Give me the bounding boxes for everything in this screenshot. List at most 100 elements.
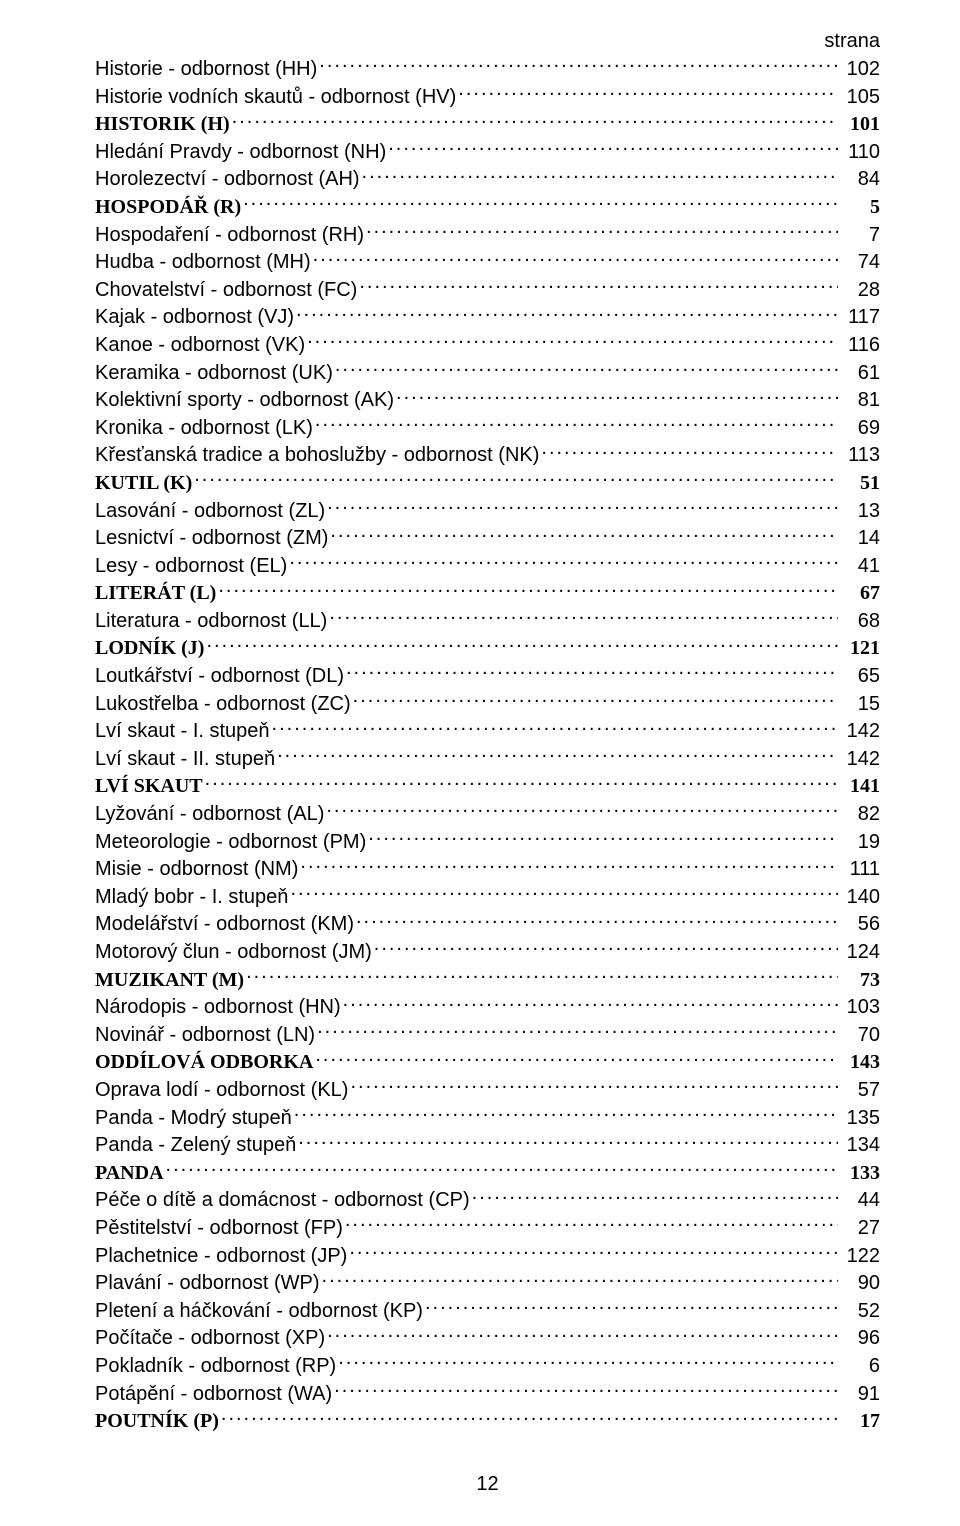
toc-entry-page: 65 bbox=[840, 664, 880, 690]
toc-entry: Modelářství - odbornost (KM)56 bbox=[95, 910, 880, 938]
toc-entry-leader bbox=[362, 165, 838, 185]
toc-entry: Mladý bobr - I. stupeň140 bbox=[95, 883, 880, 911]
toc-entry-leader bbox=[313, 248, 838, 268]
toc-entry: Lesnictví - odbornost (ZM)14 bbox=[95, 524, 880, 552]
toc-entry: ODDÍLOVÁ ODBORKA143 bbox=[95, 1048, 880, 1076]
toc-entry-label: Panda - Modrý stupeň bbox=[95, 1106, 292, 1132]
toc-entry-page: 143 bbox=[840, 1050, 880, 1076]
toc-entry-label: Hudba - odbornost (MH) bbox=[95, 250, 311, 276]
toc-entry-page: 15 bbox=[840, 692, 880, 718]
toc-entry-page: 102 bbox=[840, 57, 880, 83]
toc-entry-leader bbox=[359, 276, 838, 296]
toc-entry-leader bbox=[346, 662, 838, 682]
toc-entry: Loutkářství - odbornost (DL)65 bbox=[95, 662, 880, 690]
toc-entry-label: Lyžování - odbornost (AL) bbox=[95, 802, 324, 828]
toc-entry-page: 135 bbox=[840, 1106, 880, 1132]
toc-entry-label: KUTIL (K) bbox=[95, 471, 192, 497]
toc-entry: Meteorologie - odbornost (PM)19 bbox=[95, 828, 880, 856]
toc-entry-page: 5 bbox=[840, 195, 880, 221]
toc-entry-label: POUTNÍK (P) bbox=[95, 1409, 219, 1435]
toc-entry-leader bbox=[353, 690, 838, 710]
toc-entry: Hledání Pravdy - odbornost (NH)110 bbox=[95, 138, 880, 166]
toc-entry-leader bbox=[272, 717, 838, 737]
toc-entry-leader bbox=[425, 1297, 838, 1317]
toc-entry-leader bbox=[327, 1324, 838, 1344]
toc-entry-leader bbox=[319, 55, 838, 75]
toc-entry-label: Kronika - odbornost (LK) bbox=[95, 416, 313, 442]
toc-entry-label: Historie vodních skautů - odbornost (HV) bbox=[95, 85, 456, 111]
toc-entry-page: 51 bbox=[840, 471, 880, 497]
toc-entry: Lesy - odbornost (EL)41 bbox=[95, 552, 880, 580]
toc-entry: PANDA133 bbox=[95, 1159, 880, 1187]
toc-entry: Křesťanská tradice a bohoslužby - odborn… bbox=[95, 441, 880, 469]
toc-entry-leader bbox=[356, 910, 838, 930]
toc-entry: Lví skaut - I. stupeň142 bbox=[95, 717, 880, 745]
toc-entry-page: 117 bbox=[840, 305, 880, 331]
toc-entry: Kajak - odbornost (VJ) 117 bbox=[95, 303, 880, 331]
toc-entry-page: 27 bbox=[840, 1216, 880, 1242]
toc-entry-label: Chovatelství - odbornost (FC) bbox=[95, 278, 357, 304]
toc-entry-page: 121 bbox=[840, 636, 880, 662]
toc-entry-leader bbox=[289, 552, 838, 572]
toc-entry: Panda - Modrý stupeň 135 bbox=[95, 1104, 880, 1132]
toc-entry: Kolektivní sporty - odbornost (AK)81 bbox=[95, 386, 880, 414]
toc-entry-leader bbox=[232, 110, 838, 130]
toc-entry-label: Lukostřelba - odbornost (ZC) bbox=[95, 692, 351, 718]
toc-entry-label: Novinář - odbornost (LN) bbox=[95, 1023, 315, 1049]
toc-entry-page: 13 bbox=[840, 499, 880, 525]
toc-entry-page: 142 bbox=[840, 719, 880, 745]
toc-entry-page: 28 bbox=[840, 278, 880, 304]
toc-entry-leader bbox=[300, 855, 838, 875]
toc-entry-label: Lasování - odbornost (ZL) bbox=[95, 499, 325, 525]
toc-entry-leader bbox=[277, 745, 838, 765]
toc-entry-leader bbox=[206, 634, 838, 654]
toc-entry-label: HISTORIK (H) bbox=[95, 112, 230, 138]
toc-entry-leader bbox=[296, 303, 838, 323]
toc-entry-label: Hospodaření - odbornost (RH) bbox=[95, 223, 364, 249]
toc-entry: Kanoe - odbornost (VK)116 bbox=[95, 331, 880, 359]
toc-entry-leader bbox=[330, 524, 838, 544]
toc-entry: Počítače - odbornost (XP)96 bbox=[95, 1324, 880, 1352]
toc-entry-page: 111 bbox=[840, 857, 880, 883]
page-number: 12 bbox=[95, 1473, 880, 1496]
toc-entry-leader bbox=[166, 1159, 838, 1179]
toc-entry: Lví skaut - II. stupeň142 bbox=[95, 745, 880, 773]
toc-entry-label: Kolektivní sporty - odbornost (AK) bbox=[95, 388, 394, 414]
toc-entry-leader bbox=[315, 1048, 838, 1068]
toc-entry-leader bbox=[298, 1131, 838, 1151]
toc-entry-page: 91 bbox=[840, 1382, 880, 1408]
toc-entry: HISTORIK (H) 101 bbox=[95, 110, 880, 138]
toc-entry-page: 82 bbox=[840, 802, 880, 828]
toc-entry-leader bbox=[326, 800, 838, 820]
toc-entry-page: 101 bbox=[840, 112, 880, 138]
toc-entry-label: Lesnictví - odbornost (ZM) bbox=[95, 526, 328, 552]
toc-entry-leader bbox=[317, 1021, 838, 1041]
toc-entry-label: Historie - odbornost (HH) bbox=[95, 57, 317, 83]
toc-entry-label: Meteorologie - odbornost (PM) bbox=[95, 830, 366, 856]
toc-entry-page: 103 bbox=[840, 995, 880, 1021]
table-of-contents: Historie - odbornost (HH)102Historie vod… bbox=[95, 55, 880, 1435]
toc-entry-page: 44 bbox=[840, 1188, 880, 1214]
toc-entry: Pletení a háčkování - odbornost (KP)52 bbox=[95, 1297, 880, 1325]
toc-entry-label: HOSPODÁŘ (R) bbox=[95, 195, 241, 221]
toc-entry-page: 141 bbox=[840, 774, 880, 800]
toc-entry: Misie - odbornost (NM)111 bbox=[95, 855, 880, 883]
toc-entry: LVÍ SKAUT141 bbox=[95, 772, 880, 800]
toc-entry: Historie vodních skautů - odbornost (HV)… bbox=[95, 83, 880, 111]
toc-entry-label: Hledání Pravdy - odbornost (NH) bbox=[95, 140, 386, 166]
toc-entry: Lasování - odbornost (ZL) 13 bbox=[95, 497, 880, 525]
toc-entry-label: Panda - Zelený stupeň bbox=[95, 1133, 296, 1159]
toc-entry-label: Horolezectví - odbornost (AH) bbox=[95, 167, 360, 193]
toc-entry-leader bbox=[388, 138, 838, 158]
toc-entry-page: 69 bbox=[840, 416, 880, 442]
toc-entry-page: 113 bbox=[840, 443, 880, 469]
toc-entry-page: 142 bbox=[840, 747, 880, 773]
toc-entry-leader bbox=[290, 883, 838, 903]
toc-entry: Národopis - odbornost (HN)103 bbox=[95, 993, 880, 1021]
toc-entry-leader bbox=[349, 1242, 838, 1262]
toc-entry-label: Kajak - odbornost (VJ) bbox=[95, 305, 294, 331]
toc-entry: KUTIL (K) 51 bbox=[95, 469, 880, 497]
toc-entry-page: 6 bbox=[840, 1354, 880, 1380]
toc-entry-leader bbox=[334, 1380, 838, 1400]
toc-entry-page: 61 bbox=[840, 361, 880, 387]
